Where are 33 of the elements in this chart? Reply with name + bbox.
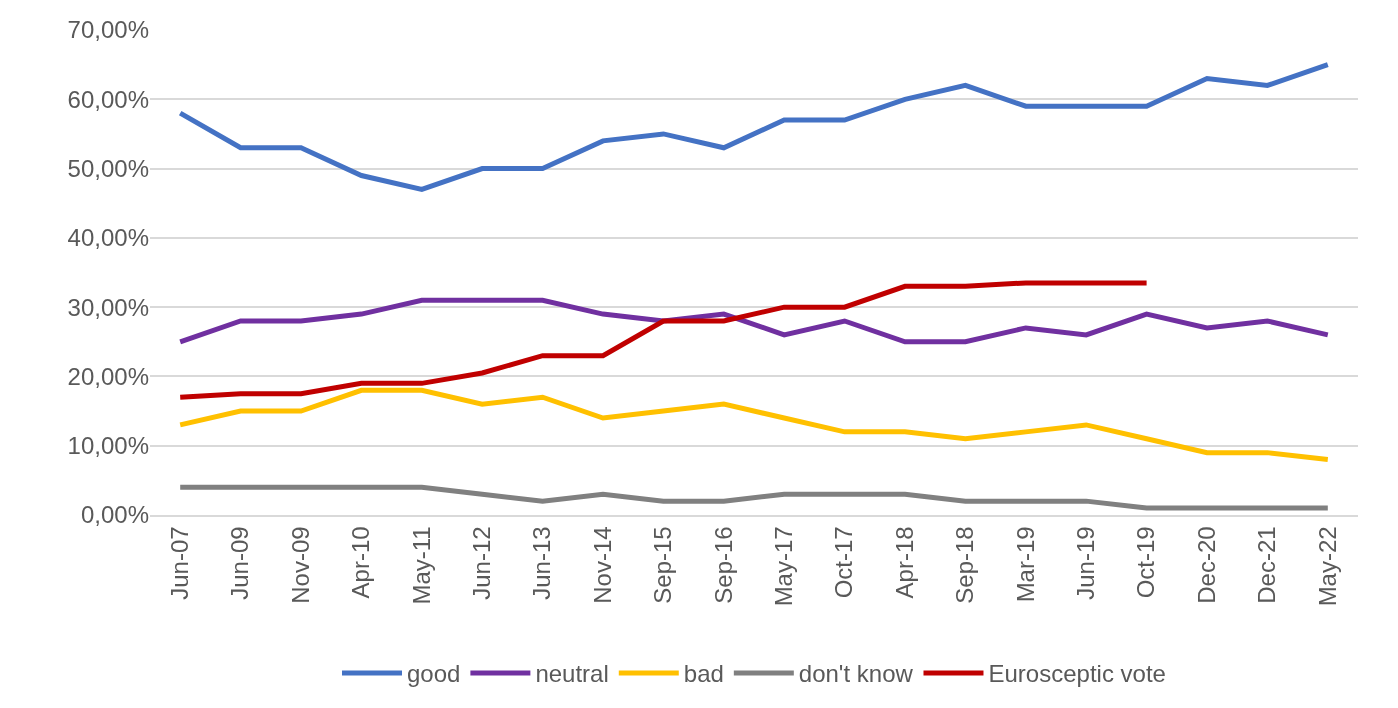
legend-label: don't know: [798, 660, 914, 688]
x-tick-label: Mar-19: [1011, 526, 1039, 603]
x-tick-label: Dec-20: [1192, 526, 1220, 604]
x-tick-label: May-22: [1313, 526, 1341, 607]
x-tick-label: Sep-16: [709, 526, 737, 604]
y-tick-label: 70,00%: [67, 16, 149, 44]
x-tick-label: Nov-09: [286, 526, 314, 604]
x-tick-label: Jun-12: [468, 526, 495, 600]
y-tick-label: 40,00%: [67, 224, 149, 252]
legend-label: Eurosceptic vote: [988, 660, 1166, 688]
x-tick-label: May-17: [770, 526, 797, 607]
x-tick-label: Jun-07: [166, 526, 193, 600]
x-tick-label: Sep-18: [951, 526, 979, 604]
x-tick-label: Nov-14: [588, 526, 616, 604]
y-tick-label: 0,00%: [80, 501, 149, 529]
x-tick-label: May-11: [407, 526, 435, 605]
x-tick-label: Jun-19: [1072, 526, 1099, 600]
x-tick-label: Oct-17: [830, 526, 858, 599]
y-tick-label: 10,00%: [67, 432, 149, 460]
x-tick-label: Apr-10: [347, 526, 375, 599]
legend-label: good: [407, 660, 461, 688]
y-tick-label: 20,00%: [67, 362, 149, 390]
x-tick-label: Jun-09: [226, 526, 254, 600]
x-tick-label: Dec-21: [1253, 526, 1281, 604]
y-tick-label: 30,00%: [67, 293, 149, 321]
x-tick-label: Apr-18: [890, 526, 918, 599]
x-tick-label: Jun-13: [528, 526, 556, 600]
x-tick-label: Sep-15: [649, 526, 677, 604]
y-tick-label: 50,00%: [67, 154, 149, 182]
x-tick-label: Oct-19: [1132, 526, 1160, 599]
legend-label: bad: [683, 660, 724, 688]
legend-label: neutral: [535, 660, 609, 688]
y-tick-label: 60,00%: [67, 85, 149, 113]
